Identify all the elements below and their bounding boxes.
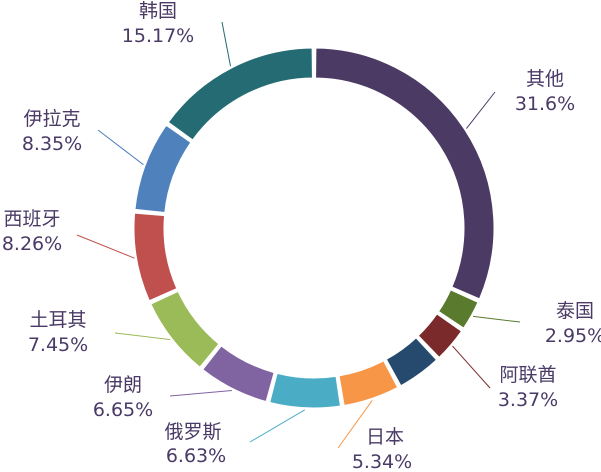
slice-value-label-5: 6.63% (166, 445, 226, 467)
slice-name-label-0: 其他 (526, 68, 564, 90)
leader-line-6 (169, 389, 232, 397)
slice-3 (385, 337, 438, 387)
leader-line-8 (76, 234, 135, 259)
slice-name-label-6: 伊朗 (104, 374, 142, 396)
slice-1 (437, 289, 479, 329)
slice-value-label-0: 31.6% (515, 93, 575, 115)
slice-name-label-7: 土耳其 (29, 309, 86, 331)
slice-value-label-7: 7.45% (28, 334, 88, 356)
slice-value-label-10: 15.17% (122, 25, 194, 47)
slice-name-label-10: 韩国 (139, 0, 177, 22)
leader-line-0 (466, 91, 496, 129)
leader-line-2 (452, 345, 491, 389)
leader-line-7 (114, 332, 171, 341)
leader-line-5 (249, 409, 306, 443)
slice-name-label-8: 西班牙 (3, 208, 60, 230)
slice-4 (338, 360, 399, 407)
slice-value-label-8: 8.26% (2, 233, 62, 255)
slice-value-label-4: 5.34% (352, 451, 412, 472)
slice-5 (269, 372, 341, 409)
slice-value-label-1: 2.95% (545, 325, 601, 347)
slice-7 (150, 290, 220, 368)
slice-value-label-9: 8.35% (22, 133, 82, 155)
slice-name-label-5: 俄罗斯 (164, 421, 221, 443)
slice-name-label-4: 日本 (366, 426, 404, 448)
leader-lines-layer (76, 21, 521, 449)
slice-2 (417, 313, 463, 358)
leader-line-1 (473, 315, 521, 323)
slice-value-label-6: 6.65% (93, 399, 153, 421)
slice-9 (134, 124, 192, 214)
slice-10 (167, 47, 313, 141)
slices-layer (133, 47, 495, 409)
slice-value-label-2: 3.37% (498, 389, 558, 411)
slice-6 (202, 345, 275, 403)
slice-name-label-9: 伊拉克 (23, 108, 80, 130)
slice-name-label-2: 阿联酋 (499, 364, 556, 386)
leader-line-4 (337, 400, 373, 449)
slice-name-label-1: 泰国 (556, 300, 594, 322)
leader-line-10 (221, 21, 231, 67)
slice-0 (315, 47, 495, 300)
leader-line-9 (97, 129, 144, 166)
slice-8 (133, 212, 178, 302)
